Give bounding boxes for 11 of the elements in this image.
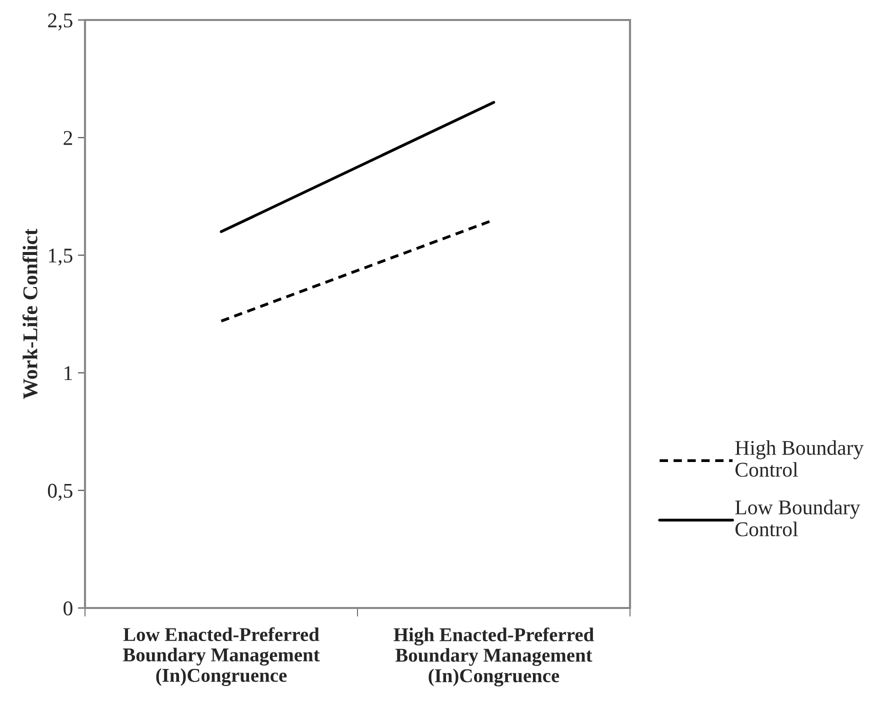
y-tick-label: 0,5 bbox=[48, 484, 72, 501]
y-tick-label: 2 bbox=[64, 131, 72, 145]
y-tick-label: 2,5 bbox=[48, 13, 72, 30]
x-tick-label: High Enacted-Preferred Boundary Management (In)Congruence bbox=[394, 627, 594, 686]
y-axis-title: Work-Life Conflict bbox=[22, 228, 38, 400]
x-tick-label: Low Enacted-Preferred Boundary Management (In)Congruence bbox=[123, 627, 320, 686]
y-tick-label: 1 bbox=[64, 366, 72, 380]
y-tick-label: 0 bbox=[64, 601, 72, 616]
legend-label: High Boundary Control bbox=[735, 440, 864, 477]
y-tick-label: 1,5 bbox=[48, 248, 72, 266]
legend-label: Low Boundary Control bbox=[735, 500, 860, 536]
